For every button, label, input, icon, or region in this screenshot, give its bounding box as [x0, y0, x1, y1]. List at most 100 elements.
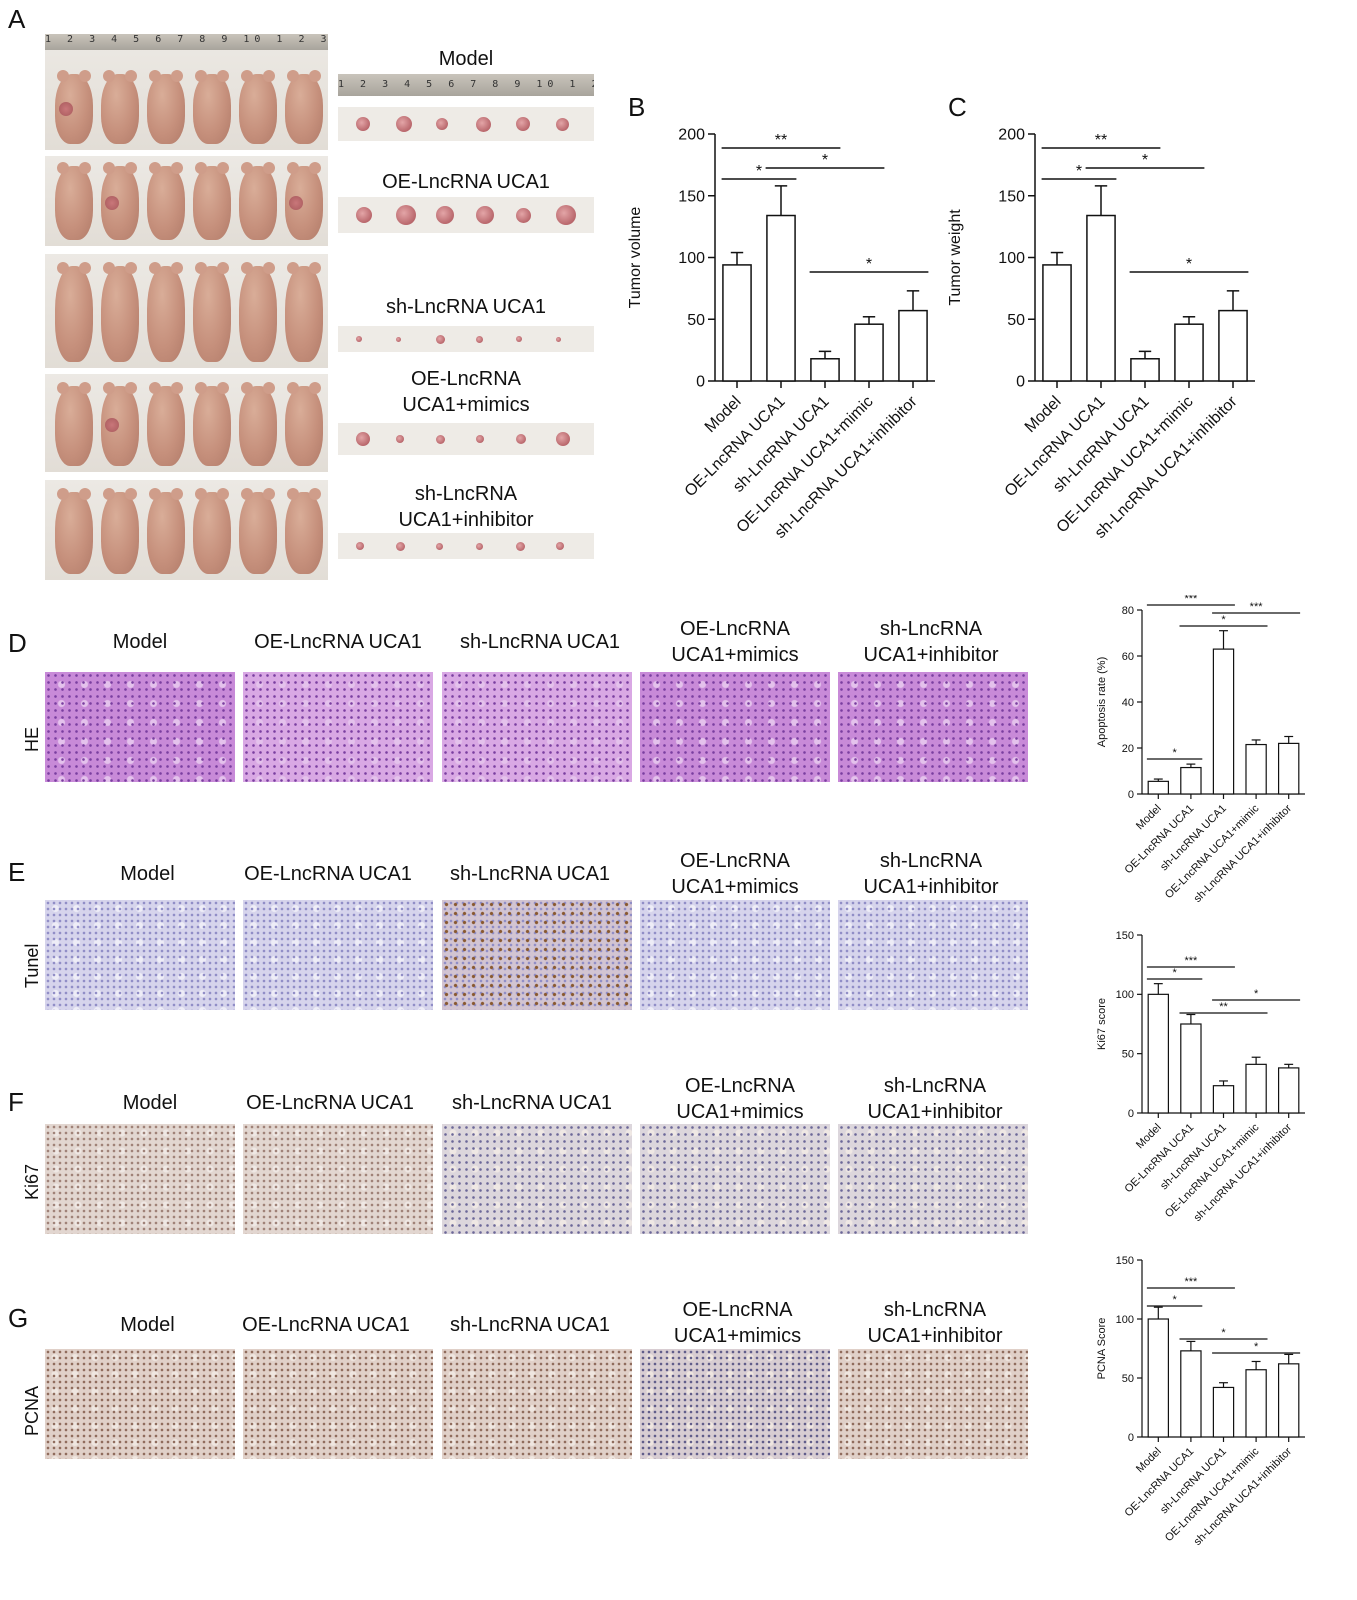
col-title-sh-inhibitor-line2: UCA1+inhibitor — [863, 876, 999, 898]
significance-label: *** — [1184, 955, 1198, 967]
mouse — [239, 382, 277, 466]
significance-label: * — [822, 152, 828, 169]
mice-photo-sh — [45, 254, 328, 368]
significance-label: * — [1172, 967, 1177, 979]
row-label-tunel: Tunel — [22, 943, 42, 988]
he-image-sh — [442, 672, 632, 782]
significance-label: * — [1254, 988, 1259, 1000]
mouse — [55, 162, 93, 240]
bar — [898, 309, 928, 382]
pcna-image-sh-inhibitor — [838, 1349, 1028, 1459]
excised-tumor — [556, 336, 561, 342]
significance-label: ** — [775, 132, 787, 149]
excised-tumor — [476, 116, 491, 132]
group-title-sh-inhibitor-line1: sh-LncRNA — [414, 483, 518, 505]
mouse — [239, 162, 277, 240]
excised-tumor — [356, 336, 362, 342]
excised-tumor — [516, 207, 531, 223]
x-tick-label: Model — [702, 393, 745, 436]
mouse — [147, 70, 185, 144]
col-title-sh-inhibitor-line2: UCA1+inhibitor — [863, 644, 999, 666]
y-tick-label: 0 — [696, 374, 705, 391]
col-title-oe-mimics-line2: UCA1+mimics — [676, 1101, 804, 1123]
panel-label-e: E — [8, 857, 26, 887]
excised-tumor — [516, 117, 530, 131]
bar — [1277, 1067, 1300, 1114]
mouse — [193, 382, 231, 466]
y-tick-label: 100 — [1116, 989, 1134, 1001]
bar — [1277, 742, 1300, 795]
significance-label: *** — [1184, 595, 1198, 605]
mouse — [193, 162, 231, 240]
excised-tumor — [396, 435, 404, 443]
x-tick-label: Model — [1022, 393, 1065, 436]
y-axis-label: Apoptosis rate (%) — [1096, 657, 1108, 747]
bar — [1180, 1350, 1202, 1438]
y-tick-label: 0 — [1128, 789, 1134, 801]
mouse — [239, 488, 277, 574]
mouse — [101, 382, 139, 466]
bar — [1212, 648, 1235, 795]
bar — [1180, 766, 1202, 795]
mouse — [193, 488, 231, 574]
significance-label: * — [756, 163, 762, 180]
excised-tumor — [556, 432, 570, 446]
excised-tumor — [396, 205, 416, 225]
excised-tumor — [396, 541, 405, 551]
col-title-oe: OE-LncRNA UCA1 — [242, 1314, 410, 1336]
mouse — [55, 262, 93, 362]
group-title-sh-inhibitor-line2: UCA1+inhibitor — [398, 509, 534, 531]
col-title-model: Model — [120, 1314, 175, 1336]
y-tick-label: 0 — [1128, 1432, 1134, 1444]
bar — [1212, 1386, 1235, 1438]
y-tick-label: 150 — [1116, 930, 1134, 942]
ki67-image-oe — [243, 1124, 433, 1234]
excised-tumor — [556, 205, 576, 225]
mice-photo-oe — [45, 156, 328, 246]
mouse — [55, 382, 93, 466]
tumor-tray-sh — [338, 326, 594, 352]
y-tick-label: 50 — [1122, 1049, 1134, 1061]
excised-tumor — [356, 542, 364, 550]
significance-label: ** — [1095, 132, 1107, 149]
ki67-image-oe-mimics — [640, 1124, 830, 1234]
col-title-sh-inhibitor-line1: sh-LncRNA — [883, 1299, 987, 1321]
col-title-sh-inhibitor-line1: sh-LncRNA — [883, 1075, 987, 1097]
y-tick-label: 0 — [1016, 374, 1025, 391]
mouse — [147, 382, 185, 466]
tumor-tray-oe — [338, 197, 594, 233]
y-tick-label: 200 — [998, 127, 1025, 144]
y-tick-label: 20 — [1122, 743, 1134, 755]
excised-tumor — [436, 542, 443, 550]
bar — [1147, 993, 1170, 1114]
excised-tumor — [356, 117, 370, 131]
col-title-oe: OE-LncRNA UCA1 — [244, 863, 412, 885]
bar — [1277, 1363, 1300, 1438]
bar — [1218, 309, 1248, 382]
group-title-oe-mimics-line2: UCA1+mimics — [402, 394, 530, 416]
excised-tumor — [356, 207, 372, 223]
y-tick-label: 40 — [1122, 697, 1134, 709]
y-tick-label: 60 — [1122, 651, 1134, 663]
excised-tumor — [476, 206, 494, 224]
panel-label-c: C — [948, 92, 967, 122]
mice-photo-oe-mimics — [45, 374, 328, 472]
tunel-image-model — [45, 900, 235, 1010]
significance-label: * — [1221, 614, 1226, 626]
significance-label: *** — [1184, 1276, 1198, 1288]
bar — [1245, 1063, 1267, 1114]
bar — [854, 323, 884, 382]
col-title-oe-mimics-line1: OE-LncRNA — [682, 1299, 793, 1321]
significance-label: ** — [1219, 1001, 1228, 1013]
mouse — [285, 70, 323, 144]
y-tick-label: 80 — [1122, 605, 1134, 617]
col-title-model: Model — [122, 1092, 178, 1114]
bar — [766, 214, 796, 382]
x-tick-label: Model — [1134, 1122, 1164, 1152]
mouse — [285, 488, 323, 574]
he-image-model — [45, 672, 235, 782]
excised-tumor — [476, 335, 483, 343]
y-tick-label: 150 — [678, 188, 705, 205]
mouse — [239, 262, 277, 362]
